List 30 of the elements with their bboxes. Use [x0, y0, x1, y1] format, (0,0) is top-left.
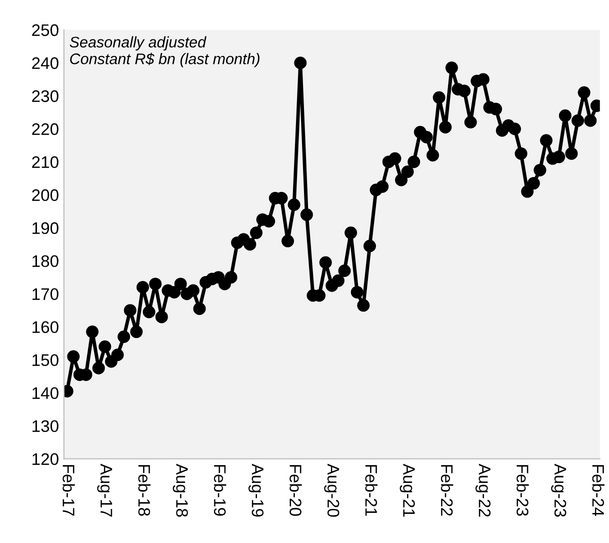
y-tick-label: 210 [32, 156, 58, 168]
x-tick-label: Feb-22 [440, 465, 454, 516]
y-tick-label: 200 [32, 189, 58, 202]
y-tick-label: 130 [32, 420, 58, 432]
y-tick-label: 150 [32, 354, 58, 366]
y-tick-label: 250 [32, 24, 58, 36]
x-tick-label: Aug-17 [97, 464, 112, 517]
y-tick-label: 120 [32, 453, 58, 466]
y-tick-label: 160 [32, 321, 58, 334]
x-tick-label: Feb-17 [62, 465, 75, 516]
text: Seasonally adjusted Constant R$ bn (last month) [70, 36, 260, 68]
x-tick-label: Feb-23 [516, 465, 529, 516]
x-tick-label: Feb-24 [592, 465, 604, 516]
y-tick-label: 190 [32, 222, 58, 234]
y-tick-label: 180 [32, 255, 58, 268]
x-tick-label: Aug-19 [248, 464, 264, 517]
y-tick-label: 240 [32, 57, 58, 70]
x-tick-label: Aug-18 [172, 464, 188, 517]
x-tick-label: Feb-20 [290, 465, 302, 516]
x-tick-label: Feb-19 [214, 465, 226, 516]
x-tick-label: Feb-21 [365, 465, 378, 516]
x-tick-label: Aug-21 [400, 464, 415, 517]
x-tick-label: Aug-20 [324, 464, 340, 517]
y-tick-label: 230 [32, 90, 58, 102]
y-tick-label: 220 [32, 123, 58, 136]
x-tick-label: Aug-23 [551, 464, 566, 517]
y-tick-label: 170 [32, 288, 58, 300]
x-tick-label: Feb-18 [138, 465, 151, 516]
x-tick-label: Aug-22 [475, 464, 491, 517]
y-tick-label: 140 [32, 387, 58, 400]
